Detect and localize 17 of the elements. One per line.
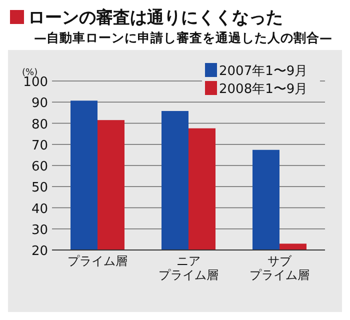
legend-label: 2007年1〜9月 [219, 64, 308, 79]
x-tick-label: プライム層 [68, 254, 128, 268]
y-tick-label: 20 [31, 244, 48, 259]
x-tick-label: ニアプライム層 [158, 254, 218, 282]
y-tick-label: 70 [31, 138, 48, 154]
y-tick-label: 90 [31, 96, 48, 112]
x-tick-label: サブプライム層 [250, 254, 310, 282]
y-tick-label: 50 [31, 180, 48, 196]
y-tick-label: 30 [31, 222, 48, 238]
y-tick-label: 80 [31, 117, 48, 132]
y-axis-title: (%) [22, 68, 38, 78]
y-tick-label: 60 [31, 160, 48, 174]
y-tick-label: 100 [23, 75, 48, 90]
y-tick-label: 40 [31, 202, 48, 217]
chart-subtitle: —自動車ローンに申請し審査を通過した人の割合— [34, 30, 332, 45]
legend-label: 2008年1〜9月 [219, 82, 308, 97]
chart-title: ローンの審査は通りにくくなった [28, 8, 283, 28]
